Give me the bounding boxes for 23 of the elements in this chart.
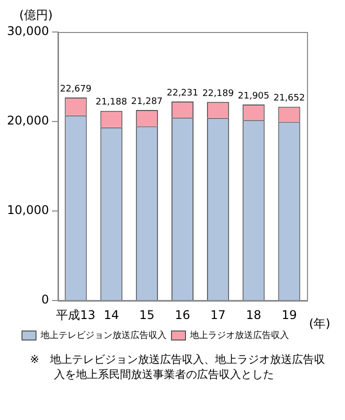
total-label: 21,287 <box>131 96 163 107</box>
x-tick-label: 14 <box>104 308 119 322</box>
total-label: 22,231 <box>166 88 198 98</box>
y-axis-title: (億円) <box>19 8 53 22</box>
x-axis-title: (年) <box>309 316 330 331</box>
x-tick-label: 19 <box>282 308 297 322</box>
y-tick-label: 10,000 <box>6 203 49 218</box>
total-label: 21,905 <box>238 91 270 102</box>
legend-label: 地上テレビジョン放送広告収入 <box>40 330 166 341</box>
y-tick-label: 0 <box>41 292 49 307</box>
x-tick-label: 15 <box>139 308 155 322</box>
total-label: 21,188 <box>96 98 128 108</box>
y-tick-label: 30,000 <box>6 24 49 38</box>
x-tick-label: 17 <box>210 308 226 322</box>
legend-label: 地上ラジオ放送広告収入 <box>189 330 289 341</box>
total-label: 21,652 <box>273 94 305 104</box>
text: ※ 地上テレビジョン放送広告収入、地上ラジオ放送広告収入を地上系民間放送事業者の広告収入とした <box>30 352 326 382</box>
total-label: 22,189 <box>202 88 234 99</box>
x-tick-label: 18 <box>246 308 262 322</box>
x-tick-label: 平成13 <box>56 308 96 322</box>
y-tick-label: 20,000 <box>6 114 49 128</box>
total-label: 22,679 <box>60 84 92 94</box>
x-tick-label: 16 <box>174 308 190 322</box>
